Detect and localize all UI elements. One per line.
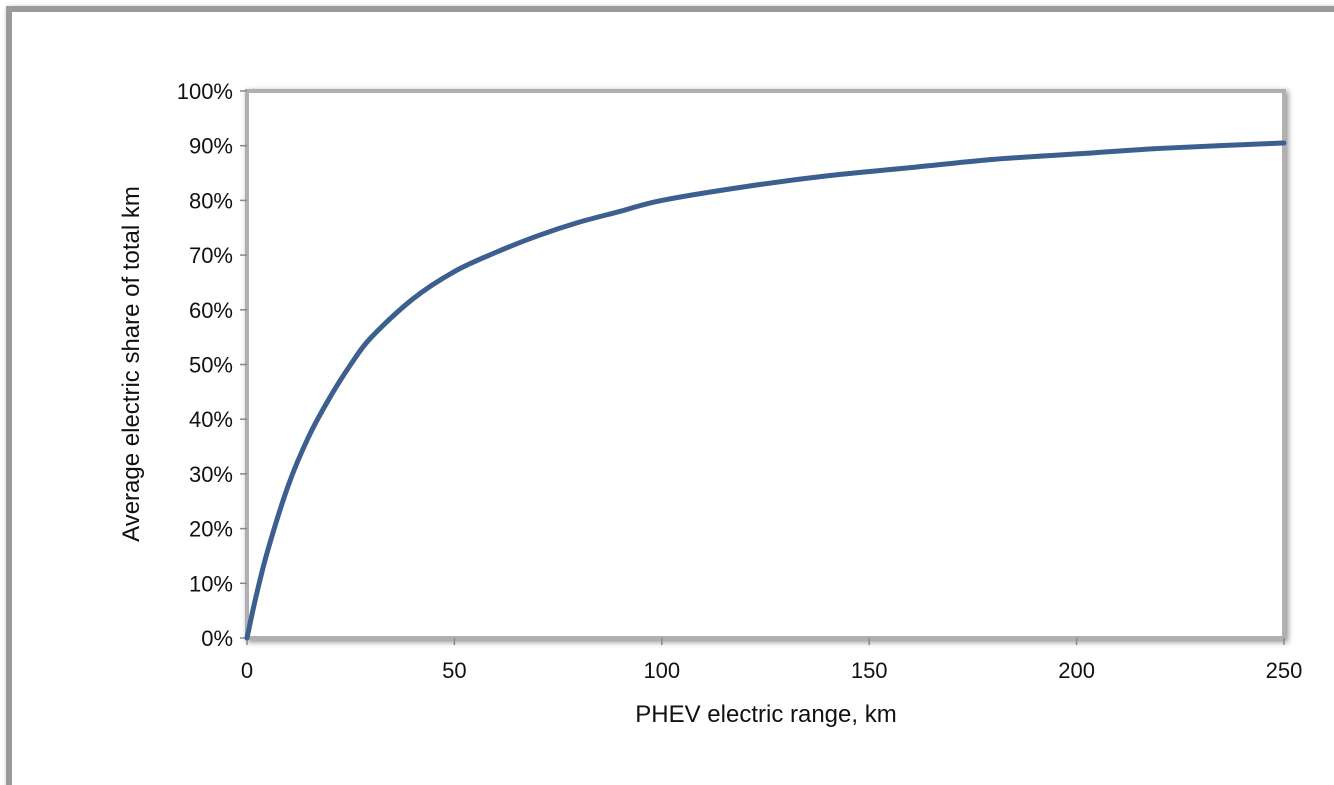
y-tick-label: 70% [189, 243, 233, 268]
series-layer [244, 140, 1287, 641]
y-tick-label: 20% [189, 517, 233, 542]
y-tick-label: 10% [189, 571, 233, 596]
plot-area [245, 89, 1286, 640]
y-tick-label: 40% [189, 407, 233, 432]
x-axis-label: PHEV electric range, km [635, 701, 896, 728]
x-tick-label: 0 [241, 658, 253, 683]
x-tick-label: 100 [643, 658, 680, 683]
x-axis-tick-labels: 0 50 100 150 200 250 [241, 658, 1302, 683]
y-tick-label: 100% [177, 79, 233, 104]
y-axis-label: Average electric share of total km [118, 186, 145, 542]
series-line [244, 140, 1287, 641]
y-tick-label: 30% [189, 462, 233, 487]
y-axis-tick-labels: 0% 10% 20% 30% 40% 50% 60% 70% 80% 90% 100% [177, 79, 233, 651]
x-tick-label: 250 [1266, 658, 1303, 683]
x-tick-label: 200 [1058, 658, 1095, 683]
y-tick-label: 50% [189, 353, 233, 378]
y-tick-label: 90% [189, 134, 233, 159]
x-tick-label: 50 [442, 658, 466, 683]
y-tick-label: 60% [189, 298, 233, 323]
y-tick-label: 80% [189, 188, 233, 213]
y-axis-ticks [240, 90, 247, 639]
x-tick-label: 150 [851, 658, 888, 683]
y-tick-label: 0% [201, 626, 233, 651]
